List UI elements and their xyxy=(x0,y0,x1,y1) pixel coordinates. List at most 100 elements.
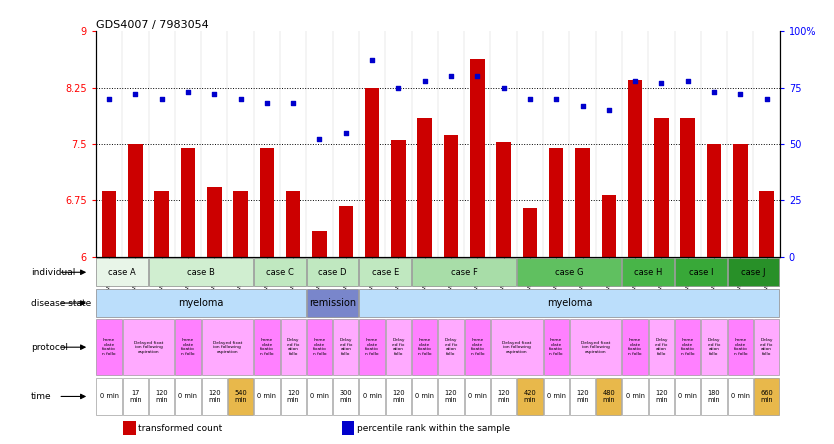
Text: case H: case H xyxy=(634,268,662,277)
Point xyxy=(760,95,773,103)
Text: Imme
diate
fixatio
n follo: Imme diate fixatio n follo xyxy=(365,338,379,356)
Bar xyxy=(149,377,174,415)
Bar xyxy=(386,377,411,415)
Point xyxy=(208,91,221,98)
Bar xyxy=(444,135,458,257)
Bar xyxy=(649,377,674,415)
Text: individual: individual xyxy=(31,268,75,277)
Bar xyxy=(465,377,490,415)
Point xyxy=(365,57,379,64)
Text: Delayed fixat
ion following
aspiration: Delayed fixat ion following aspiration xyxy=(133,341,163,354)
Text: Imme
diate
fixatio
n follo: Imme diate fixatio n follo xyxy=(681,338,695,356)
Text: GDS4007 / 7983054: GDS4007 / 7983054 xyxy=(96,20,208,30)
Bar xyxy=(470,59,485,257)
Text: 0 min: 0 min xyxy=(468,393,487,400)
Text: percentile rank within the sample: percentile rank within the sample xyxy=(357,424,510,433)
Bar xyxy=(523,208,537,257)
Bar xyxy=(202,319,254,375)
Text: 480
min: 480 min xyxy=(602,390,615,403)
Text: Imme
diate
fixatio
n follo: Imme diate fixatio n follo xyxy=(550,338,563,356)
Text: Delay
ed fix
ation
follo: Delay ed fix ation follo xyxy=(761,338,773,356)
Bar xyxy=(622,258,674,286)
Bar xyxy=(706,144,721,257)
Point xyxy=(287,100,300,107)
Bar xyxy=(601,195,616,257)
Point xyxy=(681,77,695,84)
Text: remission: remission xyxy=(309,298,356,308)
Point xyxy=(497,84,510,91)
Bar xyxy=(728,319,753,375)
Text: 300
min: 300 min xyxy=(339,390,352,403)
Bar xyxy=(412,258,516,286)
Bar xyxy=(307,289,359,317)
Bar xyxy=(128,144,143,257)
Bar xyxy=(123,319,174,375)
Bar xyxy=(234,190,248,257)
Bar xyxy=(412,377,437,415)
Text: case A: case A xyxy=(108,268,136,277)
Text: 120
min: 120 min xyxy=(576,390,589,403)
Bar xyxy=(342,421,354,435)
Text: 120
min: 120 min xyxy=(155,390,168,403)
Point xyxy=(181,88,194,95)
Bar xyxy=(728,377,753,415)
Bar xyxy=(465,319,490,375)
Bar xyxy=(175,319,201,375)
Bar xyxy=(517,258,621,286)
Bar xyxy=(701,319,726,375)
Point xyxy=(339,129,353,136)
Point xyxy=(445,73,458,80)
Text: 0 min: 0 min xyxy=(99,393,118,400)
Point xyxy=(470,73,484,80)
Bar xyxy=(575,148,590,257)
Bar xyxy=(333,377,359,415)
Text: Imme
diate
fixatio
n follo: Imme diate fixatio n follo xyxy=(103,338,116,356)
Bar xyxy=(359,258,411,286)
Bar xyxy=(339,206,353,257)
Bar xyxy=(280,377,306,415)
Point xyxy=(602,107,615,114)
Point xyxy=(418,77,431,84)
Text: 0 min: 0 min xyxy=(310,393,329,400)
Text: 0 min: 0 min xyxy=(258,393,276,400)
Bar xyxy=(359,377,384,415)
Bar xyxy=(123,377,148,415)
Bar xyxy=(622,319,648,375)
Text: Imme
diate
fixatio
n follo: Imme diate fixatio n follo xyxy=(628,338,642,356)
Text: 0 min: 0 min xyxy=(178,393,198,400)
Bar xyxy=(359,319,384,375)
Bar xyxy=(517,377,543,415)
Bar xyxy=(649,319,674,375)
Bar xyxy=(254,377,279,415)
Text: 0 min: 0 min xyxy=(415,393,435,400)
Bar xyxy=(259,148,274,257)
Bar xyxy=(123,421,136,435)
Text: case D: case D xyxy=(319,268,347,277)
Bar xyxy=(207,187,222,257)
Bar xyxy=(675,319,701,375)
Text: transformed count: transformed count xyxy=(138,424,223,433)
Text: 420
min: 420 min xyxy=(524,390,536,403)
Bar xyxy=(570,319,621,375)
Point xyxy=(103,95,116,103)
Bar xyxy=(307,377,332,415)
Text: 120
min: 120 min xyxy=(287,390,299,403)
Bar xyxy=(628,80,642,257)
Bar xyxy=(701,377,726,415)
Bar xyxy=(681,118,695,257)
Bar xyxy=(491,319,543,375)
Text: Delayed fixat
ion following
aspiration: Delayed fixat ion following aspiration xyxy=(213,341,242,354)
Bar xyxy=(333,319,359,375)
Bar xyxy=(418,118,432,257)
Text: 660
min: 660 min xyxy=(761,390,773,403)
Text: Imme
diate
fixatio
n follo: Imme diate fixatio n follo xyxy=(418,338,431,356)
Point xyxy=(655,79,668,87)
Bar xyxy=(391,140,405,257)
Bar xyxy=(596,377,621,415)
Point xyxy=(734,91,747,98)
Point xyxy=(260,100,274,107)
Point xyxy=(575,102,589,109)
Text: Delay
ed fix
ation
follo: Delay ed fix ation follo xyxy=(708,338,721,356)
Text: 120
min: 120 min xyxy=(656,390,668,403)
Bar xyxy=(675,258,726,286)
